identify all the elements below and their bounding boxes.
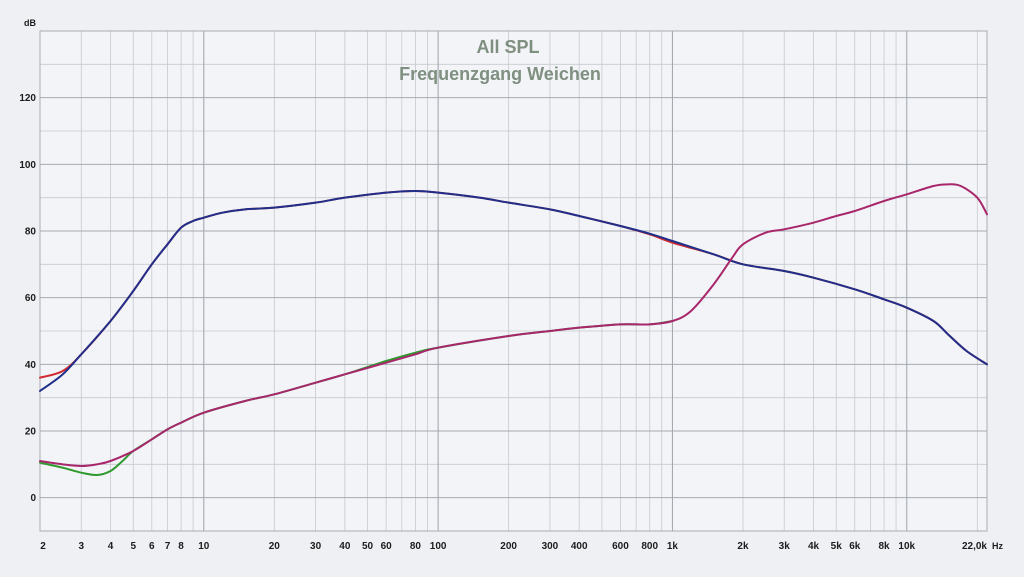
x-tick-label: 5: [130, 541, 136, 552]
x-tick-label: 20: [269, 541, 281, 552]
y-tick-label: 40: [25, 360, 37, 371]
x-tick-label: 10: [198, 541, 210, 552]
x-tick-label: 800: [641, 541, 658, 552]
y-tick-label: 0: [30, 493, 36, 504]
series-layer: [39, 183, 988, 477]
y-tick-label: 80: [25, 227, 37, 238]
x-tick-label: 3: [78, 541, 84, 552]
x-tick-label: 6: [149, 541, 155, 552]
x-tick-label: 80: [410, 541, 422, 552]
x-tick-label: 5k: [831, 541, 843, 552]
x-tick-label: 22,0k: [962, 541, 987, 552]
x-tick-label: 10k: [898, 541, 915, 552]
x-tick-label: 600: [612, 541, 629, 552]
x-tick-label: 6k: [849, 541, 861, 552]
x-tick-label: 1k: [667, 541, 679, 552]
x-tick-label: 8: [178, 541, 184, 552]
x-axis-ticks: 2 3 4 5 6 7 8 10 20 30 40 50 60 80 100 200 300 400 600 800 1…: [40, 541, 987, 552]
y-tick-label: 100: [19, 160, 36, 171]
x-tick-label: 3k: [779, 541, 791, 552]
x-axis-unit-label: Hz: [992, 541, 1003, 551]
chart-title: All SPL: [476, 37, 539, 57]
x-tick-label: 7: [165, 541, 171, 552]
y-axis-unit-label: dB: [24, 18, 36, 28]
x-tick-label: 4k: [808, 541, 820, 552]
series-line-4: [39, 183, 988, 467]
x-tick-label: 8k: [878, 541, 890, 552]
x-tick-label: 60: [381, 541, 393, 552]
x-tick-label: 400: [571, 541, 588, 552]
series-line-2: [39, 190, 988, 392]
plot-background: [40, 31, 987, 531]
x-tick-label: 100: [430, 541, 447, 552]
grid-minor: [39, 31, 987, 532]
x-tick-label: 30: [310, 541, 322, 552]
x-tick-label: 40: [339, 541, 351, 552]
x-tick-label: 300: [542, 541, 559, 552]
plot-border: [39, 30, 988, 532]
y-axis-ticks: 0 20 40 60 80 100 120: [19, 93, 36, 504]
x-tick-label: 50: [362, 541, 374, 552]
x-tick-label: 4: [108, 541, 114, 552]
chart-subtitle: Frequenzgang Weichen: [399, 64, 601, 84]
y-tick-label: 120: [19, 93, 36, 104]
x-tick-label: 200: [500, 541, 517, 552]
x-tick-label: 2k: [737, 541, 749, 552]
y-tick-label: 20: [25, 427, 37, 438]
x-tick-label: 2: [40, 541, 46, 552]
y-tick-label: 60: [25, 293, 37, 304]
